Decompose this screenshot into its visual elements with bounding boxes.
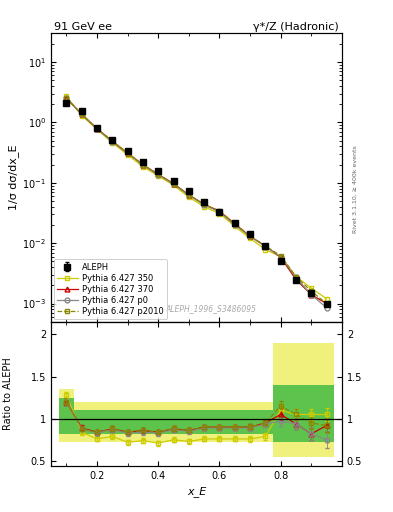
Pythia 6.427 p2010	[217, 208, 222, 214]
Pythia 6.427 370	[171, 181, 176, 187]
Pythia 6.427 370	[202, 201, 206, 207]
Pythia 6.427 370	[79, 111, 84, 117]
Pythia 6.427 p2010	[79, 111, 84, 117]
Pythia 6.427 p0	[95, 126, 99, 132]
Pythia 6.427 350	[171, 182, 176, 188]
Pythia 6.427 370	[232, 221, 237, 227]
Pythia 6.427 350	[187, 194, 191, 200]
Pythia 6.427 350	[232, 223, 237, 229]
Pythia 6.427 370	[95, 125, 99, 132]
Text: γ*/Z (Hadronic): γ*/Z (Hadronic)	[253, 22, 339, 32]
Pythia 6.427 350	[95, 126, 99, 133]
Pythia 6.427 370	[263, 243, 268, 249]
Pythia 6.427 p0	[202, 202, 206, 208]
Pythia 6.427 370	[156, 172, 161, 178]
Pythia 6.427 p0	[156, 172, 161, 178]
Pythia 6.427 350	[141, 164, 145, 170]
Pythia 6.427 370	[187, 192, 191, 198]
Pythia 6.427 p2010	[263, 243, 268, 249]
Pythia 6.427 p2010	[156, 172, 161, 178]
Pythia 6.427 p0	[324, 305, 329, 311]
Pythia 6.427 350	[79, 113, 84, 119]
Pythia 6.427 p0	[294, 274, 298, 281]
Pythia 6.427 p2010	[171, 181, 176, 187]
Pythia 6.427 350	[309, 285, 314, 291]
Pythia 6.427 p0	[125, 150, 130, 156]
Pythia 6.427 p0	[187, 193, 191, 199]
Y-axis label: 1/σ dσ/dx_E: 1/σ dσ/dx_E	[8, 145, 19, 210]
Line: Pythia 6.427 p2010: Pythia 6.427 p2010	[64, 96, 329, 306]
Pythia 6.427 350	[294, 273, 298, 280]
Pythia 6.427 350	[278, 253, 283, 260]
Pythia 6.427 350	[217, 210, 222, 217]
Pythia 6.427 p2010	[64, 95, 69, 101]
Pythia 6.427 370	[217, 208, 222, 214]
Pythia 6.427 p0	[110, 139, 115, 145]
Pythia 6.427 p0	[263, 244, 268, 250]
Pythia 6.427 p2010	[278, 252, 283, 259]
Pythia 6.427 p0	[79, 111, 84, 117]
Pythia 6.427 p0	[248, 233, 252, 240]
Line: Pythia 6.427 p0: Pythia 6.427 p0	[64, 96, 329, 310]
Pythia 6.427 350	[248, 236, 252, 242]
Pythia 6.427 370	[294, 276, 298, 283]
Pythia 6.427 350	[263, 247, 268, 253]
Pythia 6.427 370	[141, 162, 145, 168]
Pythia 6.427 p0	[232, 222, 237, 228]
Pythia 6.427 350	[64, 93, 69, 99]
Y-axis label: Ratio to ALEPH: Ratio to ALEPH	[3, 357, 13, 430]
Pythia 6.427 p0	[217, 209, 222, 215]
Text: Rivet 3.1.10, ≥ 400k events: Rivet 3.1.10, ≥ 400k events	[353, 145, 358, 233]
Pythia 6.427 p2010	[125, 150, 130, 156]
Line: Pythia 6.427 370: Pythia 6.427 370	[64, 96, 329, 306]
X-axis label: x_E: x_E	[187, 486, 206, 497]
Pythia 6.427 370	[309, 292, 314, 298]
Pythia 6.427 350	[110, 140, 115, 146]
Pythia 6.427 p2010	[95, 125, 99, 132]
Line: Pythia 6.427 350: Pythia 6.427 350	[64, 94, 329, 301]
Text: ALEPH_1996_S3486095: ALEPH_1996_S3486095	[165, 304, 257, 313]
Pythia 6.427 p0	[309, 292, 314, 298]
Pythia 6.427 p0	[141, 162, 145, 168]
Pythia 6.427 370	[64, 95, 69, 101]
Pythia 6.427 350	[125, 152, 130, 158]
Pythia 6.427 370	[278, 254, 283, 261]
Pythia 6.427 350	[324, 296, 329, 302]
Pythia 6.427 p2010	[202, 201, 206, 207]
Pythia 6.427 p0	[171, 181, 176, 187]
Pythia 6.427 370	[324, 301, 329, 307]
Pythia 6.427 p2010	[324, 301, 329, 307]
Pythia 6.427 p0	[278, 253, 283, 260]
Legend: ALEPH, Pythia 6.427 350, Pythia 6.427 370, Pythia 6.427 p0, Pythia 6.427 p2010: ALEPH, Pythia 6.427 350, Pythia 6.427 37…	[53, 259, 167, 319]
Pythia 6.427 p2010	[248, 233, 252, 240]
Pythia 6.427 370	[248, 233, 252, 240]
Pythia 6.427 350	[202, 204, 206, 210]
Pythia 6.427 p2010	[110, 138, 115, 144]
Pythia 6.427 p2010	[141, 162, 145, 168]
Pythia 6.427 350	[156, 173, 161, 179]
Pythia 6.427 370	[125, 150, 130, 156]
Pythia 6.427 p2010	[294, 273, 298, 280]
Text: 91 GeV ee: 91 GeV ee	[54, 22, 112, 32]
Pythia 6.427 p0	[64, 95, 69, 101]
Pythia 6.427 p2010	[232, 221, 237, 227]
Pythia 6.427 p2010	[309, 288, 314, 294]
Pythia 6.427 p2010	[187, 192, 191, 198]
Pythia 6.427 370	[110, 138, 115, 144]
